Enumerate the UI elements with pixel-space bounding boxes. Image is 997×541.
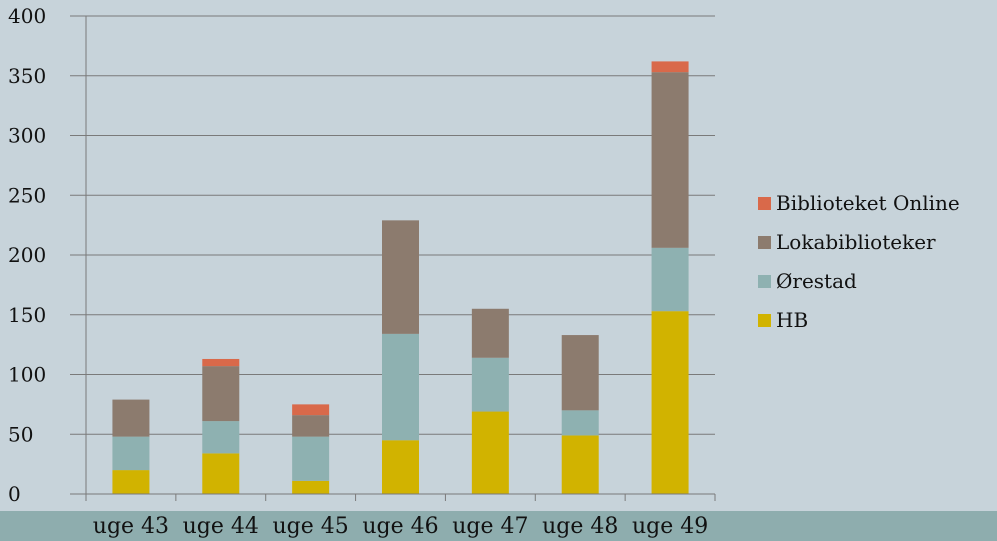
- x-tick-label: uge 46: [362, 514, 438, 539]
- y-tick-label: 400: [8, 4, 46, 28]
- bar-segment: [651, 61, 689, 73]
- bar-segment: [382, 220, 419, 334]
- bar-segment: [202, 366, 240, 422]
- bar-segment: [471, 357, 509, 412]
- y-tick-label: 50: [8, 422, 33, 446]
- bar-segment: [202, 358, 240, 367]
- y-tick-label: 0: [8, 482, 21, 506]
- bar-segment: [112, 436, 150, 471]
- y-tick-label: 350: [8, 64, 46, 88]
- bar-segment: [202, 453, 240, 494]
- bar-segment: [382, 333, 419, 441]
- bar-segment: [651, 247, 689, 312]
- bar-segment: [202, 421, 240, 454]
- axes: 0 50 100 150 200 250 300 350 400 uge 43 uge 44 uge …: [8, 4, 716, 539]
- x-tick-label: uge 48: [542, 514, 618, 539]
- y-tick-label: 200: [8, 243, 46, 267]
- bar-segment: [112, 399, 150, 437]
- bar-segment: [561, 410, 599, 436]
- bar-segment: [471, 411, 509, 494]
- x-tick-label: uge 47: [452, 514, 528, 539]
- x-tick-label: uge 45: [273, 514, 349, 539]
- legend-swatch: [758, 275, 771, 288]
- y-tick-label: 250: [8, 183, 46, 207]
- bar-segment: [651, 72, 689, 248]
- bar-segment: [112, 470, 150, 494]
- legend-swatch: [758, 314, 771, 327]
- legend-swatch: [758, 236, 771, 249]
- y-tick-label: 150: [8, 303, 46, 327]
- bar-segment: [561, 435, 599, 494]
- bar-segment: [292, 404, 330, 416]
- x-tick-label: uge 49: [632, 514, 708, 539]
- bar-segment: [561, 335, 599, 411]
- x-tick-label: uge 43: [93, 514, 169, 539]
- y-tick-label: 300: [8, 124, 46, 148]
- bar-segment: [382, 440, 419, 494]
- bar-segment: [292, 415, 330, 437]
- legend-label: Lokabiblioteker: [776, 230, 936, 254]
- legend: Biblioteket Online Lokabiblioteker Ørestad…: [758, 191, 960, 332]
- category-band: [0, 511, 997, 541]
- legend-swatch: [758, 197, 771, 210]
- bar-segment: [292, 480, 330, 494]
- x-tick-label: uge 44: [183, 514, 259, 539]
- legend-label: HB: [776, 308, 808, 332]
- bar-segment: [292, 436, 330, 481]
- bars: [112, 61, 689, 494]
- bar-segment: [471, 308, 509, 358]
- y-tick-label: 100: [8, 363, 46, 387]
- legend-label: Ørestad: [776, 269, 857, 293]
- legend-label: Biblioteket Online: [776, 191, 960, 215]
- bar-segment: [651, 311, 689, 494]
